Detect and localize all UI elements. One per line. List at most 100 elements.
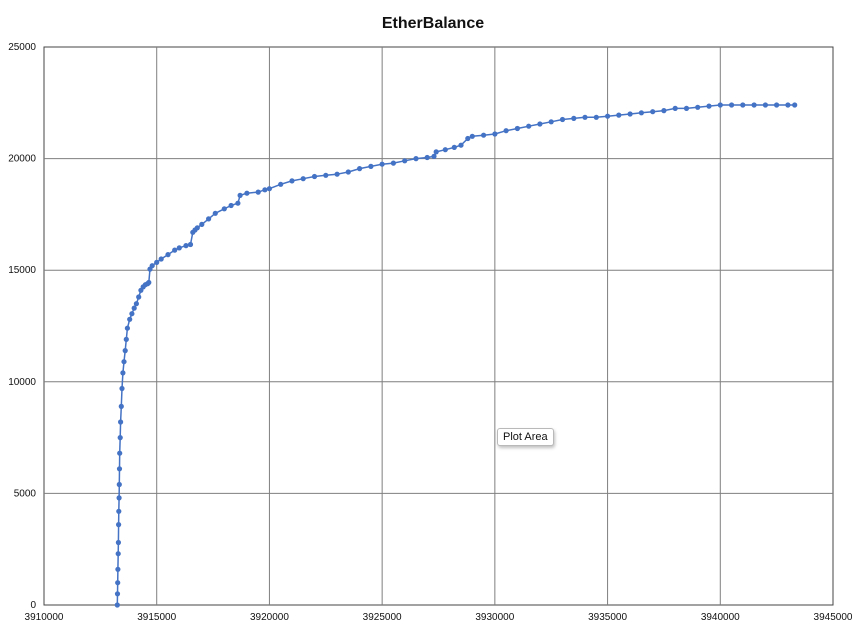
data-point: [413, 156, 419, 162]
data-point: [255, 189, 261, 195]
data-point: [278, 181, 284, 187]
data-point: [116, 481, 122, 488]
data-point: [526, 123, 532, 129]
data-point: [127, 316, 133, 322]
data-point: [582, 114, 588, 120]
y-axis-tick-labels: 0 5000 10000 15000 20000 25000: [8, 42, 36, 611]
plot-area-tooltip: Plot Area: [497, 428, 554, 446]
data-point: [122, 348, 128, 354]
data-point: [672, 105, 678, 111]
plot-area[interactable]: [43, 46, 834, 606]
data-point: [431, 153, 437, 159]
data-point: [117, 435, 123, 441]
y-tick-label: 5000: [14, 488, 37, 499]
data-point: [237, 192, 243, 198]
data-point: [774, 102, 780, 108]
data-point: [183, 243, 189, 249]
data-point: [158, 256, 164, 262]
data-point: [228, 202, 234, 209]
data-point: [120, 370, 126, 376]
data-point: [187, 241, 194, 248]
data-point: [357, 166, 363, 172]
data-point: [390, 160, 396, 166]
data-point: [593, 114, 599, 120]
data-point: [118, 403, 124, 409]
data-point: [146, 279, 152, 286]
horizontal-gridlines: [44, 158, 833, 494]
data-point: [323, 172, 329, 178]
data-point: [442, 147, 448, 153]
x-tick-label: 3910000: [25, 612, 64, 623]
data-point: [199, 221, 205, 227]
data-point: [212, 210, 218, 216]
data-point: [194, 225, 200, 231]
data-point: [706, 103, 712, 109]
y-tick-label: 20000: [8, 154, 36, 165]
data-point: [262, 187, 268, 193]
data-point: [683, 105, 690, 111]
data-point: [334, 171, 340, 177]
data-point: [695, 104, 701, 110]
data-point: [119, 385, 125, 392]
data-point: [266, 186, 272, 192]
data-point: [115, 539, 121, 546]
data-point: [115, 566, 121, 572]
data-point: [762, 102, 769, 108]
data-point: [785, 102, 791, 108]
data-point: [123, 336, 129, 342]
data-point: [717, 102, 723, 108]
data-point: [481, 132, 487, 138]
x-axis-tick-labels: 3910000 3915000 3920000 3925000 3930000 39350…: [25, 612, 853, 623]
data-point: [492, 131, 498, 137]
data-point: [136, 294, 142, 300]
y-tick-label: 10000: [8, 377, 36, 388]
data-point: [465, 135, 471, 142]
data-point: [503, 128, 509, 134]
data-point: [559, 116, 566, 123]
data-point: [514, 125, 521, 132]
data-point: [548, 119, 554, 125]
data-point: [458, 142, 464, 148]
x-tick-label: 3915000: [137, 612, 176, 623]
data-point: [114, 602, 120, 608]
data-point: [133, 301, 139, 307]
y-tick-label: 25000: [8, 42, 36, 53]
data-point: [751, 102, 757, 108]
data-point: [116, 495, 122, 501]
data-point: [124, 325, 130, 331]
data-point: [424, 154, 430, 161]
data-point: [131, 305, 137, 311]
data-point: [116, 508, 122, 514]
data-point: [605, 113, 611, 119]
series-ether-balance: [114, 102, 798, 608]
data-point: [165, 252, 171, 258]
x-tick-label: 3925000: [363, 612, 402, 623]
data-point: [116, 466, 123, 472]
data-point: [117, 450, 123, 456]
data-point: [116, 522, 122, 528]
data-point: [154, 259, 160, 265]
data-point: [451, 144, 457, 150]
data-point: [616, 112, 622, 118]
data-point: [121, 359, 127, 365]
data-point: [345, 169, 351, 175]
data-point: [149, 263, 155, 269]
data-point: [433, 149, 439, 155]
data-point: [729, 102, 735, 108]
data-point: [379, 161, 385, 167]
data-point: [469, 133, 475, 139]
data-point: [650, 109, 656, 115]
data-point: [627, 111, 633, 117]
data-point: [129, 311, 135, 317]
data-point: [221, 206, 227, 212]
x-tick-label: 3920000: [250, 612, 289, 623]
data-point: [311, 173, 318, 180]
data-point: [402, 158, 408, 164]
x-tick-label: 3940000: [701, 612, 740, 623]
data-point: [792, 102, 798, 108]
data-point: [289, 178, 295, 184]
data-point: [114, 591, 121, 597]
data-point: [300, 176, 306, 182]
data-point: [172, 247, 178, 253]
